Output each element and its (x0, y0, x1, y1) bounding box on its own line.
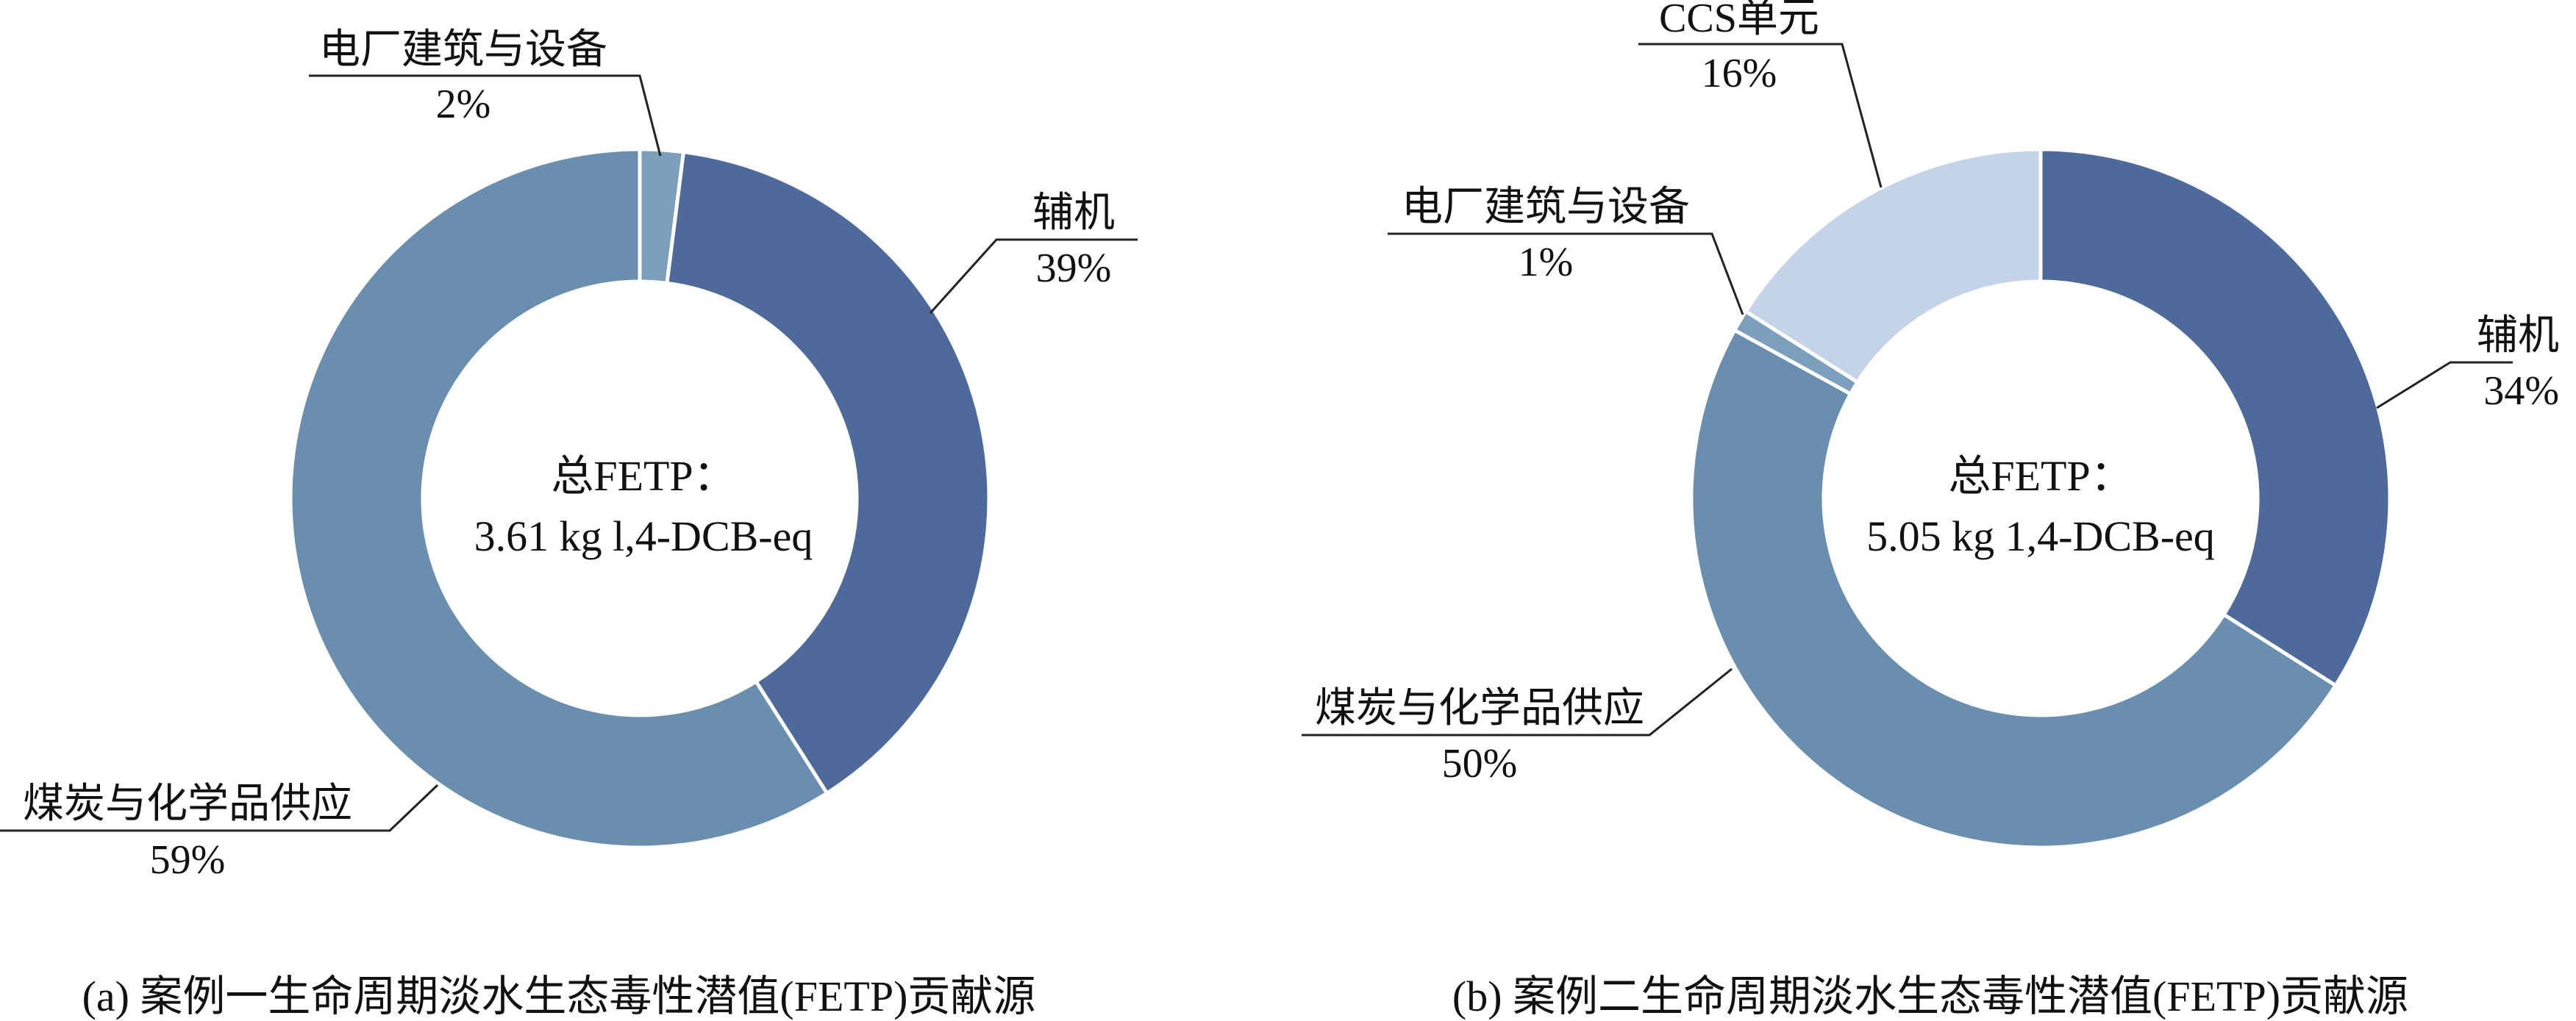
chart-a-pct-aux: 39% (1036, 246, 1112, 291)
chart-b-label-ccs: CCS单元 (1659, 0, 1819, 41)
chart-b-pct-coal: 50% (1442, 741, 1518, 787)
chart-a-leader-aux (929, 238, 1138, 315)
chart-a: 总FETP： 3.61 kg l,4-DCB-eq 电厂建筑与设备 2% 辅机 … (0, 27, 1138, 1020)
chart-b-label-coal: 煤炭与化学品供应 (1315, 686, 1644, 731)
chart-b-center-title: 总FETP： (1948, 452, 2133, 500)
chart-a-caption: (a) 案例一生命周期淡水生态毒性潜值(FETP)贡献源 (82, 972, 1036, 1020)
chart-b-caption: (b) 案例二生命周期淡水生态毒性潜值(FETP)贡献源 (1452, 972, 2408, 1020)
chart-a-center-value: 3.61 kg l,4-DCB-eq (474, 512, 813, 560)
chart-a-pct-coal: 59% (150, 837, 226, 883)
chart-b-pct-plant: 1% (1519, 240, 1574, 285)
chart-b-slice-coal-chem-supply (1689, 327, 2338, 850)
chart-b: 总FETP： 5.05 kg 1,4-DCB-eq CCS单元 16% 电厂建筑… (1302, 0, 2559, 1020)
chart-b-label-aux: 辅机 (2477, 313, 2559, 359)
chart-b-leader-ccs (1638, 43, 1883, 188)
chart-a-slices (288, 147, 991, 850)
chart-b-slice-aux (2038, 147, 2392, 688)
chart-b-slice-ccs-unit (1743, 147, 2043, 385)
chart-a-slice-coal-chem-supply (288, 147, 829, 850)
chart-b-leader-aux (2376, 361, 2513, 409)
chart-a-label-plant: 电厂建筑与设备 (319, 27, 607, 73)
chart-a-leader-coal (0, 784, 439, 832)
chart-a-leader-plant (309, 74, 662, 157)
chart-a-slice-aux (665, 149, 991, 796)
chart-a-center-title: 总FETP： (551, 452, 735, 500)
chart-b-slices (1689, 147, 2392, 850)
chart-a-pct-plant: 2% (436, 82, 491, 127)
chart-b-label-plant: 电厂建筑与设备 (1402, 185, 1690, 230)
chart-b-leader-coal (1302, 667, 1733, 737)
chart-b-center-value: 5.05 kg 1,4-DCB-eq (1866, 512, 2215, 560)
chart-b-leader-plant (1388, 232, 1744, 315)
chart-b-pct-aux: 34% (2483, 368, 2559, 414)
chart-a-label-coal: 煤炭与化学品供应 (23, 781, 352, 827)
chart-a-label-aux: 辅机 (1032, 190, 1115, 236)
chart-b-pct-ccs: 16% (1702, 51, 1777, 96)
